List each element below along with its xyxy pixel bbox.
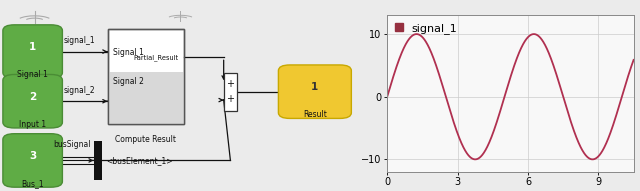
Text: busSignal: busSignal <box>54 140 91 149</box>
Text: +: + <box>227 94 234 104</box>
Legend: signal_1: signal_1 <box>393 21 460 36</box>
FancyBboxPatch shape <box>3 25 63 78</box>
FancyBboxPatch shape <box>108 29 184 124</box>
FancyBboxPatch shape <box>278 65 351 118</box>
Bar <box>224 73 237 111</box>
Text: signal_1: signal_1 <box>63 36 95 45</box>
Text: +: + <box>227 79 234 89</box>
Text: 2: 2 <box>29 92 36 102</box>
Bar <box>93 141 102 180</box>
Text: Compute Result: Compute Result <box>115 135 177 144</box>
Text: Bus_1: Bus_1 <box>21 179 44 188</box>
Text: Partial_Result: Partial_Result <box>133 54 179 61</box>
Text: Signal 2: Signal 2 <box>113 77 144 86</box>
Text: signal_2: signal_2 <box>63 86 95 95</box>
Text: 1: 1 <box>311 83 319 92</box>
Text: Signal 1: Signal 1 <box>17 70 48 79</box>
FancyBboxPatch shape <box>108 72 184 124</box>
Text: Signal 1: Signal 1 <box>113 48 144 57</box>
Text: Result: Result <box>303 110 327 119</box>
FancyBboxPatch shape <box>3 134 63 187</box>
Text: Input 1: Input 1 <box>19 120 46 129</box>
Text: 1: 1 <box>29 42 36 52</box>
FancyBboxPatch shape <box>3 74 63 128</box>
Text: 3: 3 <box>29 151 36 161</box>
Text: <busElement_1>: <busElement_1> <box>106 156 173 165</box>
